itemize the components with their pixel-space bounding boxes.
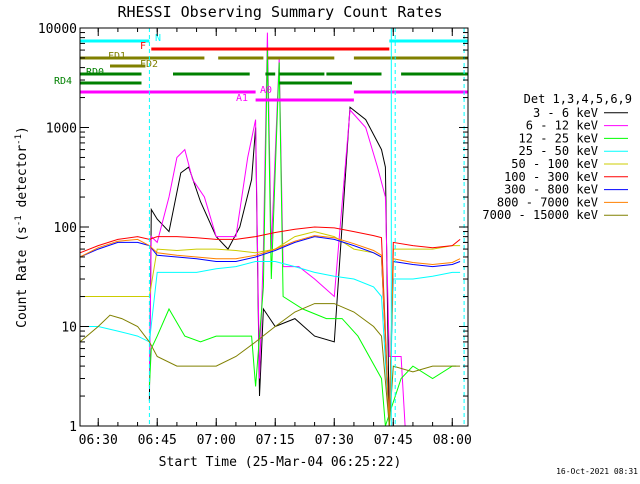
flag-bars: NFFD1FD2RD0RD4A1A0 (54, 33, 468, 104)
y-tick-label-1: 1 (69, 420, 77, 435)
flag-label-fd1: FD1 (108, 51, 126, 62)
x-axis: 06:30 06:45 07:00 07:15 07:30 07:45 08:00 (79, 28, 472, 448)
legend-entry-5: 50 - 100 keV (511, 157, 598, 171)
y-axis-label-close: ) (15, 126, 30, 134)
legend-entry-6: 100 - 300 keV (504, 170, 598, 184)
x-tick-label-4: 07:15 (256, 433, 295, 448)
legend-entry-8: 800 - 7000 keV (497, 195, 598, 209)
y-tick-label-2: 10 (61, 321, 77, 336)
legend-entry-4: 25 - 50 keV (519, 144, 598, 158)
plot-layer (79, 32, 461, 427)
series-line-8 (79, 235, 461, 427)
legend-entry-1: 3 - 6 keV (533, 106, 598, 120)
flag-label-rd0: RD0 (86, 67, 104, 78)
y-axis: 1 10 100 1000 10000 (38, 22, 468, 435)
series-line-4 (80, 261, 461, 427)
flag-label-rd4: RD4 (54, 76, 72, 87)
x-tick-label-7: 08:00 (433, 433, 472, 448)
y-axis-label-main: Count Rate (s (15, 226, 30, 328)
series-line-9 (79, 303, 461, 427)
flag-label-a1: A1 (236, 93, 248, 104)
y-tick-label-4: 1000 (46, 122, 77, 137)
y-tick-label-5: 10000 (38, 22, 77, 37)
x-tick-label-2: 06:45 (138, 433, 177, 448)
legend-title: Det 1,3,4,5,6,9 (524, 92, 632, 106)
series-line-3 (148, 50, 457, 427)
series-line-6 (79, 226, 461, 427)
flag-label-n: N (155, 33, 161, 44)
generation-timestamp: 16-Oct-2021 08:31 (556, 467, 638, 476)
chart-title: RHESSI Observing Summary Count Rates (117, 3, 442, 21)
y-axis-label-sup: -1 (14, 215, 24, 226)
series-line-5 (80, 231, 461, 427)
x-tick-label-3: 07:00 (197, 433, 236, 448)
legend-entry-3: 12 - 25 keV (519, 131, 598, 145)
flag-label-f: F (140, 41, 146, 52)
legend-entry-2: 6 - 12 keV (526, 119, 598, 133)
legend-entry-9: 7000 - 15000 keV (482, 208, 598, 222)
x-tick-label-1: 06:30 (79, 433, 118, 448)
x-axis-label: Start Time (25-Mar-04 06:25:22) (159, 455, 402, 470)
y-axis-label: Count Rate (s-1 detector-1) (14, 126, 30, 328)
y-axis-label-sup2: -1 (14, 134, 24, 145)
x-tick-label-6: 07:45 (374, 433, 413, 448)
x-tick-label-5: 07:30 (315, 433, 354, 448)
flag-label-a0: A0 (260, 85, 272, 96)
y-tick-label-3: 100 (54, 221, 77, 236)
legend-entry-7: 300 - 800 keV (504, 183, 598, 197)
y-axis-label-tail: detector (15, 145, 30, 216)
